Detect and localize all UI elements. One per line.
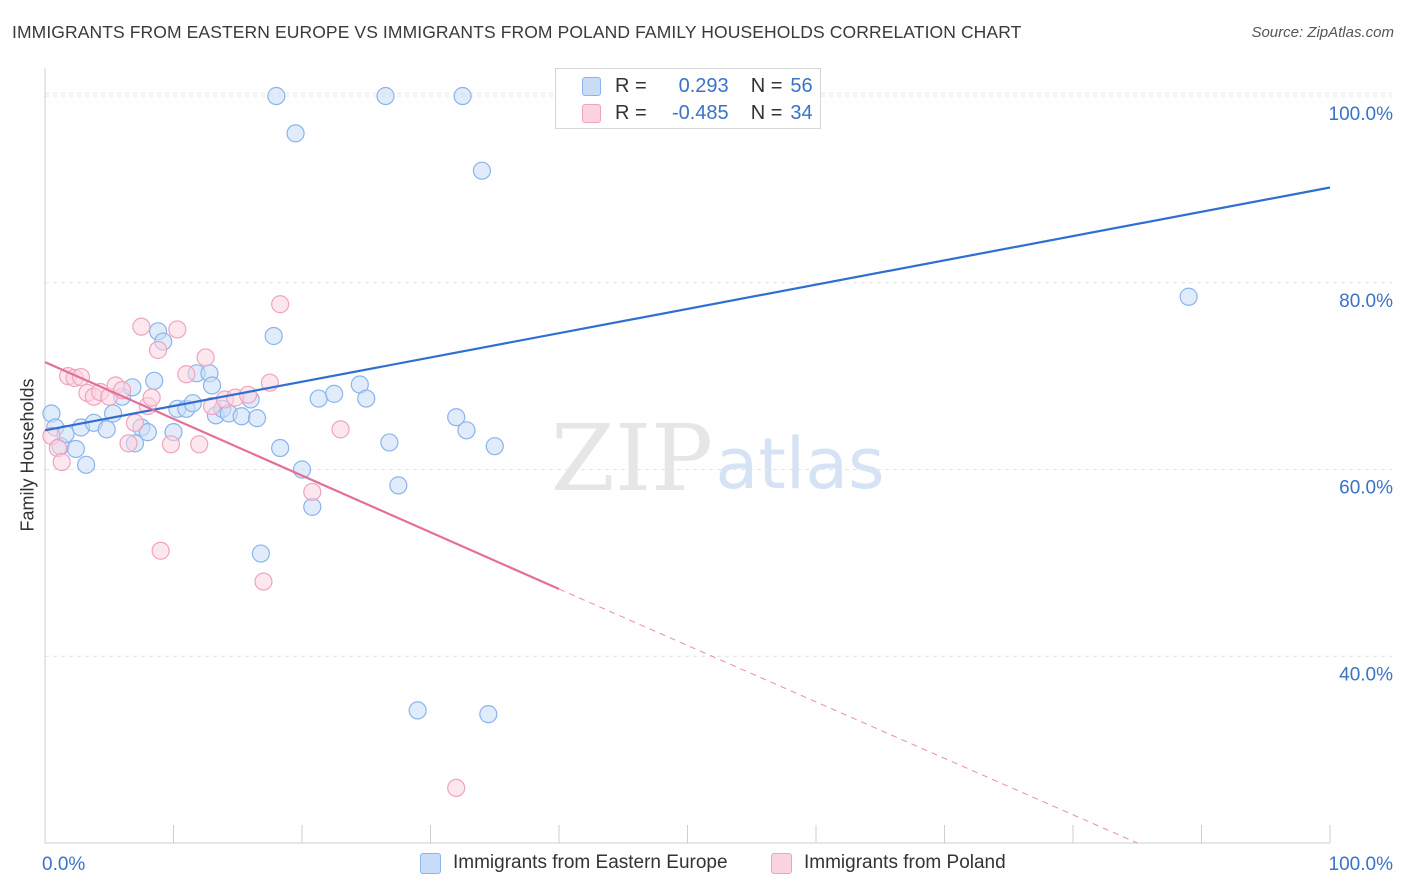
point-poland bbox=[331, 420, 350, 439]
x-tick-label: 100.0% bbox=[1329, 854, 1394, 875]
axes bbox=[44, 68, 1331, 844]
point-poland bbox=[161, 435, 181, 454]
point-poland bbox=[142, 388, 161, 407]
data-points bbox=[42, 86, 1198, 798]
y-tick-label: 40.0% bbox=[1339, 664, 1393, 685]
point-eastern-europe bbox=[479, 705, 498, 724]
point-poland bbox=[52, 452, 71, 472]
legend-swatch-eastern-europe bbox=[420, 852, 441, 874]
legend-row-poland: R = -0.485 N = 34 bbox=[582, 100, 813, 126]
legend-label-eastern-europe: Immigrants from Eastern Europe bbox=[453, 852, 728, 873]
point-eastern-europe bbox=[271, 438, 290, 458]
point-poland bbox=[132, 317, 151, 336]
point-eastern-europe bbox=[325, 384, 344, 403]
y-tick-label: 80.0% bbox=[1339, 291, 1393, 312]
point-eastern-europe bbox=[232, 407, 251, 426]
legend-row-eastern-europe: R = 0.293 N = 56 bbox=[582, 73, 813, 99]
legend-r-label: R = bbox=[615, 74, 647, 97]
point-poland bbox=[125, 413, 145, 432]
point-eastern-europe bbox=[380, 433, 399, 452]
point-eastern-europe bbox=[309, 389, 328, 408]
point-eastern-europe bbox=[286, 124, 305, 143]
legend-n-label: N = bbox=[750, 74, 783, 97]
point-eastern-europe bbox=[447, 408, 466, 427]
legend-swatch-poland bbox=[771, 852, 792, 874]
point-eastern-europe bbox=[389, 476, 408, 495]
stats-legend: R = 0.293 N = 56 R = -0.485 N = 34 bbox=[555, 68, 821, 129]
point-poland bbox=[238, 385, 258, 404]
legend-r-label: R = bbox=[615, 101, 647, 124]
point-eastern-europe bbox=[77, 455, 96, 474]
point-poland bbox=[177, 365, 196, 384]
point-eastern-europe bbox=[247, 409, 267, 428]
source-credit: Source: ZipAtlas.com bbox=[1251, 24, 1394, 41]
x-tick-labels: 0.0% 100.0% bbox=[42, 854, 1393, 875]
legend-r-value: -0.485 bbox=[671, 101, 729, 124]
y-tick-labels: 100.0% 80.0% 60.0% 40.0% bbox=[1329, 104, 1394, 685]
legend-r-value: 0.293 bbox=[678, 74, 729, 97]
legend-n-value: 34 bbox=[790, 101, 813, 124]
point-poland bbox=[196, 348, 215, 367]
watermark: ZIP atlas bbox=[551, 405, 885, 512]
chart-title: IMMIGRANTS FROM EASTERN EUROPE VS IMMIGR… bbox=[12, 22, 1022, 42]
legend-swatch-poland bbox=[582, 103, 601, 123]
trend-line-poland-extension bbox=[558, 588, 1138, 844]
x-tick-label: 0.0% bbox=[42, 854, 85, 875]
point-eastern-europe bbox=[1179, 287, 1198, 306]
point-poland bbox=[254, 572, 273, 591]
trend-lines bbox=[44, 186, 1331, 844]
point-eastern-europe bbox=[264, 326, 283, 346]
point-eastern-europe bbox=[66, 439, 85, 459]
point-eastern-europe bbox=[357, 389, 376, 408]
point-eastern-europe bbox=[138, 423, 157, 442]
y-axis-label: Family Households bbox=[17, 378, 38, 532]
legend-label-poland: Immigrants from Poland bbox=[804, 852, 1006, 873]
y-tick-label: 60.0% bbox=[1339, 478, 1393, 499]
point-eastern-europe bbox=[267, 86, 286, 106]
legend-n-value: 56 bbox=[790, 74, 813, 97]
watermark-atlas: atlas bbox=[715, 423, 884, 505]
point-poland bbox=[271, 295, 290, 314]
point-poland bbox=[119, 434, 138, 453]
point-poland bbox=[168, 320, 187, 339]
point-eastern-europe bbox=[453, 86, 472, 106]
point-eastern-europe bbox=[408, 701, 427, 720]
point-eastern-europe bbox=[202, 376, 222, 395]
point-eastern-europe bbox=[97, 420, 116, 439]
watermark-zip: ZIP bbox=[551, 405, 713, 512]
point-poland bbox=[190, 435, 209, 454]
point-poland bbox=[151, 541, 170, 560]
point-poland bbox=[447, 778, 466, 798]
legend-item-eastern-europe: Immigrants from Eastern Europe bbox=[420, 852, 728, 874]
point-eastern-europe bbox=[472, 161, 491, 180]
point-eastern-europe bbox=[251, 544, 270, 563]
trend-line-poland bbox=[44, 361, 560, 591]
grid-lines bbox=[45, 92, 1392, 657]
legend-swatch-eastern-europe bbox=[582, 76, 601, 96]
legend-n-label: N = bbox=[750, 101, 783, 124]
legend-item-poland: Immigrants from Poland bbox=[771, 852, 1006, 874]
trend-line-eastern-europe bbox=[44, 186, 1331, 432]
point-eastern-europe bbox=[376, 86, 395, 106]
point-eastern-europe bbox=[457, 421, 476, 440]
point-eastern-europe bbox=[145, 371, 164, 390]
point-poland bbox=[148, 340, 168, 360]
y-tick-label: 100.0% bbox=[1329, 104, 1394, 125]
point-poland bbox=[303, 482, 322, 502]
point-eastern-europe bbox=[485, 437, 504, 456]
